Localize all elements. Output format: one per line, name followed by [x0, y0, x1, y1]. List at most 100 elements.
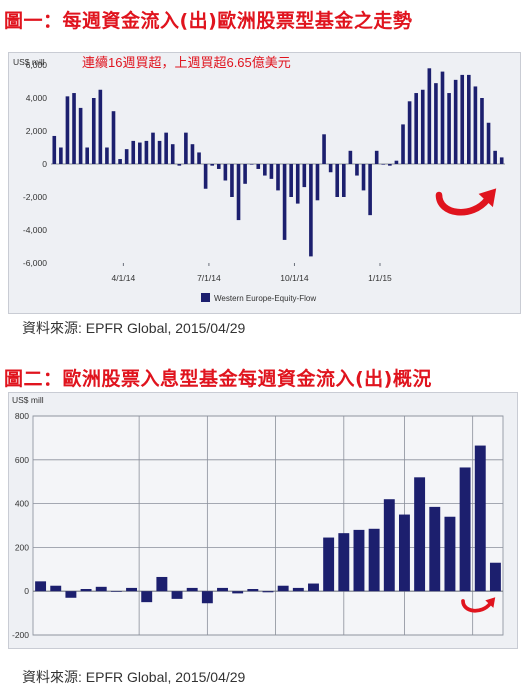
bar — [348, 150, 353, 164]
bar — [289, 164, 293, 197]
bar — [322, 134, 326, 164]
chart-1-annotation: 連續16週買超，上週買超6.65億美元 — [82, 55, 291, 70]
bar — [460, 74, 465, 164]
bar — [65, 591, 77, 598]
bar — [256, 164, 261, 169]
bar — [197, 152, 201, 164]
bar — [453, 79, 458, 164]
bar — [65, 96, 70, 164]
y-tick-label: 2,000 — [26, 126, 48, 136]
bar — [190, 144, 195, 164]
bar — [230, 164, 234, 197]
bar — [282, 164, 287, 240]
bar — [447, 93, 451, 164]
bar — [164, 132, 168, 164]
bar — [401, 124, 405, 164]
bar — [80, 589, 92, 592]
bar — [341, 164, 346, 197]
bar — [427, 68, 432, 164]
bar — [480, 98, 484, 164]
bar — [72, 93, 76, 164]
bar — [144, 140, 149, 164]
bar — [232, 591, 244, 594]
reversal-arrow-head-icon — [485, 597, 496, 608]
bar — [292, 587, 304, 592]
bar — [177, 164, 182, 166]
bar — [499, 157, 504, 164]
y-tick-label: 0 — [42, 159, 47, 169]
bar — [110, 591, 122, 592]
bar — [355, 164, 359, 176]
bar — [459, 467, 471, 592]
bar — [414, 477, 426, 592]
bar — [247, 589, 259, 592]
bar — [381, 164, 386, 165]
bar — [52, 135, 57, 164]
bar — [394, 160, 399, 164]
bar — [91, 98, 96, 164]
bar — [434, 83, 438, 164]
bar — [338, 533, 350, 592]
figure-2-source: 資料來源: EPFR Global, 2015/04/29 — [22, 669, 246, 685]
bar — [420, 89, 425, 164]
y-tick-label: 200 — [15, 542, 29, 552]
bar — [444, 516, 456, 592]
bar — [236, 164, 241, 221]
bar — [186, 587, 198, 592]
bar — [368, 528, 380, 592]
bar — [383, 499, 395, 592]
y-tick-label: -6,000 — [23, 258, 47, 268]
y-tick-label: -2,000 — [23, 192, 47, 202]
y-axis-unit-label: US$ mill — [12, 395, 44, 405]
legend-swatch — [201, 293, 210, 302]
bar — [50, 585, 62, 592]
y-tick-label: 400 — [15, 499, 29, 509]
figure-1-source: 資料來源: EPFR Global, 2015/04/29 — [22, 320, 246, 336]
bar — [105, 147, 109, 164]
chart-1: 6,000 4,000 2,000 0 -2,000 -4,000 -6,000 US$ mi… — [13, 55, 505, 303]
bar — [309, 164, 313, 257]
y-tick-label: 800 — [15, 411, 29, 421]
bar — [398, 514, 410, 592]
bar — [263, 164, 267, 176]
bar — [151, 132, 155, 164]
bar — [308, 583, 319, 592]
chart-1-panel: 6,000 4,000 2,000 0 -2,000 -4,000 -6,000 US$ mi… — [8, 52, 521, 314]
legend-label: Western Europe-Equity-Flow — [214, 294, 316, 303]
bar — [269, 164, 274, 179]
bar — [489, 562, 501, 592]
bar — [131, 140, 136, 164]
reversal-arrow-head-icon — [478, 188, 497, 208]
bar — [124, 149, 129, 164]
reversal-arrow-icon — [461, 599, 493, 613]
bar — [95, 586, 107, 592]
x-tick-label: 7/1/14 — [197, 273, 221, 283]
bar — [414, 93, 418, 164]
bar — [243, 164, 247, 184]
bar — [328, 164, 333, 173]
bar — [216, 164, 221, 169]
y-tick-label: -4,000 — [23, 225, 47, 235]
figure-1-title: 圖一：每週資金流入(出)歐洲股票型基金之走勢 — [4, 10, 413, 32]
y-tick-label: -200 — [12, 630, 29, 640]
bar — [141, 591, 153, 603]
bar — [217, 587, 228, 592]
y-tick-label: 0 — [24, 586, 29, 596]
y-axis-unit-label: US$ mill — [13, 57, 45, 67]
y-tick-label: 6,000 — [26, 60, 48, 70]
x-tick-label: 10/1/14 — [280, 273, 309, 283]
bar — [302, 164, 307, 188]
bar — [85, 147, 89, 164]
bar — [35, 581, 47, 592]
bar — [276, 164, 280, 191]
bar — [126, 587, 138, 592]
bar — [315, 164, 320, 201]
bar — [118, 159, 122, 164]
bar — [201, 591, 213, 604]
bar — [262, 591, 274, 593]
bar — [388, 164, 392, 166]
bar — [323, 537, 335, 592]
bar — [295, 164, 300, 204]
bar — [440, 71, 445, 164]
